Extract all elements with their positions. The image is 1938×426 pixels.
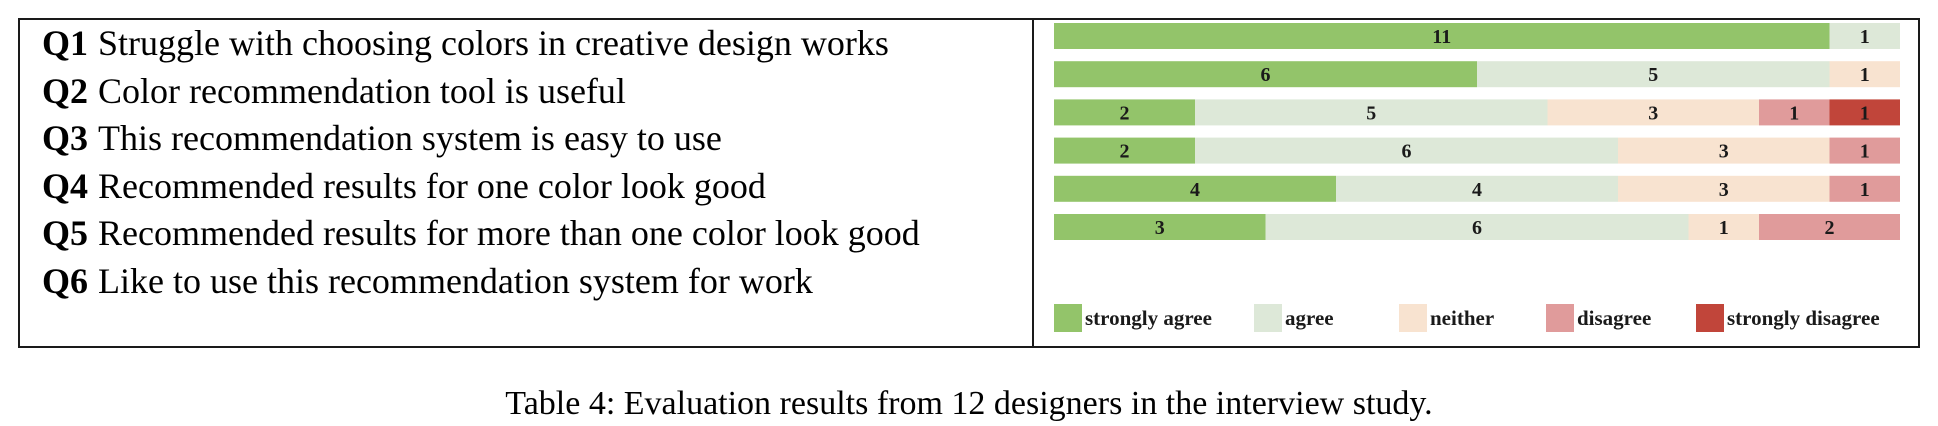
data-label: 1 <box>1860 141 1870 163</box>
question-row: Q3 This recommendation system is easy to … <box>42 115 722 162</box>
data-label: 6 <box>1261 64 1271 86</box>
chart-panel: 11 1 6 5 1 2 5 3 1 1 2 6 3 1 4 4 3 1 3 6 1 2 strongly agree agr… <box>1034 20 1920 346</box>
bar-segment <box>1336 175 1618 202</box>
bar-segment <box>1759 214 1900 240</box>
data-label: 5 <box>1366 102 1376 124</box>
bar-segment <box>1688 214 1759 240</box>
question-id: Q3 <box>42 118 89 158</box>
question-text: Color recommendation tool is useful <box>98 70 626 111</box>
question-text: Like to use this recommendation system f… <box>98 260 813 301</box>
legend-label: agree <box>1285 306 1334 330</box>
data-label: 3 <box>1648 102 1658 124</box>
question-row: Q1 Struggle with choosing colors in creat… <box>42 20 889 67</box>
data-label: 3 <box>1719 179 1729 201</box>
question-row: Q2 Color recommendation tool is useful <box>42 68 626 115</box>
question-row: Q4 Recommended results for one color look… <box>42 163 766 210</box>
legend-item: agree <box>1254 304 1334 332</box>
bar-segment <box>1054 175 1336 202</box>
data-label: 1 <box>1860 102 1870 124</box>
data-label: 11 <box>1432 26 1451 48</box>
data-label: 2 <box>1120 102 1130 124</box>
data-label: 5 <box>1648 64 1658 86</box>
question-id: Q2 <box>42 70 89 111</box>
legend-swatch <box>1054 304 1082 332</box>
data-label: 6 <box>1472 217 1482 239</box>
bar-segment <box>1054 23 1830 49</box>
legend-item: strongly disagree <box>1696 304 1880 332</box>
question-row: Q5 Recommended results for more than one … <box>42 210 920 257</box>
data-label: 6 <box>1402 141 1412 163</box>
question-text: Struggle with choosing colors in creativ… <box>98 23 889 63</box>
bar-segment <box>1054 214 1266 240</box>
column-divider <box>1032 20 1034 346</box>
bar-segment <box>1547 99 1759 126</box>
question-text: This recommendation system is easy to us… <box>98 118 722 158</box>
bar-segment <box>1759 99 1830 126</box>
bar-segment <box>1265 214 1689 240</box>
bar-segment <box>1477 61 1830 88</box>
data-label: 1 <box>1789 102 1799 124</box>
legend-item: neither <box>1399 304 1494 332</box>
question-id: Q6 <box>42 260 89 301</box>
legend-swatch <box>1696 304 1724 332</box>
bar-segment <box>1195 99 1548 126</box>
data-label: 2 <box>1825 217 1835 239</box>
bar-segment <box>1618 137 1830 164</box>
legend-label: strongly agree <box>1085 306 1212 330</box>
question-row: Q6 Like to use this recommendation system… <box>42 258 813 305</box>
question-id: Q1 <box>42 23 89 63</box>
data-label: 2 <box>1120 141 1130 163</box>
bar-segment <box>1195 137 1618 164</box>
bar-segment <box>1054 61 1477 88</box>
legend-label: neither <box>1430 306 1494 330</box>
bar-segment <box>1829 99 1900 126</box>
results-table: Q1 Struggle with choosing colors in creat… <box>18 18 1920 348</box>
question-text: Recommended results for one color look g… <box>98 165 766 206</box>
bar-segment <box>1054 99 1195 126</box>
data-label: 3 <box>1719 141 1729 163</box>
table-caption: Table 4: Evaluation results from 12 desi… <box>505 385 1433 422</box>
bar-segment <box>1829 61 1900 88</box>
bar-segment <box>1618 175 1830 202</box>
legend-swatch <box>1254 304 1282 332</box>
data-label: 1 <box>1719 217 1729 239</box>
data-label: 3 <box>1155 217 1165 239</box>
bar-segment <box>1054 137 1195 164</box>
legend-swatch <box>1546 304 1574 332</box>
legend-item: strongly agree <box>1054 304 1212 332</box>
data-label: 4 <box>1472 179 1482 201</box>
question-id: Q5 <box>42 213 89 253</box>
data-label: 1 <box>1860 26 1870 48</box>
bar-segment <box>1829 137 1900 164</box>
legend-item: disagree <box>1546 304 1651 332</box>
bar-segment <box>1829 23 1900 49</box>
question-id: Q4 <box>42 165 89 206</box>
bar-segment <box>1829 175 1900 202</box>
data-label: 1 <box>1860 64 1870 86</box>
legend-label: disagree <box>1577 306 1651 330</box>
legend-label: strongly disagree <box>1727 306 1880 330</box>
data-label: 1 <box>1860 179 1870 201</box>
legend-swatch <box>1399 304 1427 332</box>
question-text: Recommended results for more than one co… <box>98 213 920 253</box>
data-label: 4 <box>1190 179 1200 201</box>
